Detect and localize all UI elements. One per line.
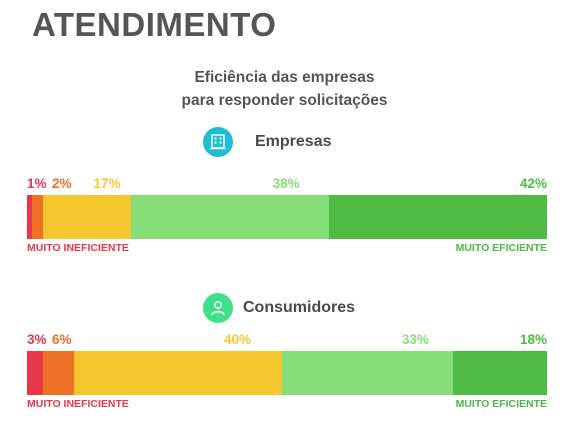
person-icon [203, 293, 233, 323]
bar-segment-4 [131, 195, 330, 239]
pct-label-2: 2% [52, 176, 72, 191]
page-title: ATENDIMENTO [32, 6, 277, 43]
pct-label-5: 42% [520, 176, 548, 191]
building-icon [203, 127, 233, 157]
bar-track [27, 351, 547, 395]
pct-label-4: 38% [272, 176, 300, 191]
bar-segment-2 [42, 351, 75, 395]
subtitle-line-1: Eficiência das empresas [194, 69, 375, 86]
pct-label-2: 6% [52, 332, 72, 347]
bar-segment-5 [328, 195, 547, 239]
bar-track [27, 195, 547, 239]
subtitle-line-2: para responder solicitações [181, 92, 388, 109]
bar-segment-1 [27, 351, 44, 395]
end-label-left: MUITO INEFICIENTE [27, 242, 129, 254]
bar-segment-3 [73, 351, 283, 395]
bar-segment-3 [42, 195, 132, 239]
bar-segment-5 [453, 351, 547, 395]
pct-label-3: 40% [224, 332, 252, 347]
chart-subtitle: Eficiência das empresas para responder s… [0, 66, 569, 112]
bar-segment-4 [281, 351, 454, 395]
person-icon-svg [211, 301, 225, 316]
end-label-right: MUITO EFICIENTE [455, 242, 547, 254]
section-title-empresas: Empresas [255, 133, 332, 150]
pct-label-3: 17% [93, 176, 121, 191]
pct-label-5: 18% [520, 332, 548, 347]
pct-label-4: 33% [401, 332, 429, 347]
section-header-consumidores: Consumidores [203, 293, 355, 323]
end-label-left: MUITO INEFICIENTE [27, 398, 129, 410]
pct-label-1: 1% [27, 176, 47, 191]
bar-segment-1 [27, 195, 33, 239]
end-label-right: MUITO EFICIENTE [455, 398, 547, 410]
pct-label-1: 3% [27, 332, 47, 347]
section-title-consumidores: Consumidores [243, 299, 356, 316]
section-header-empresas: Empresas [203, 127, 332, 157]
building-icon-svg [210, 134, 226, 150]
stacked-bar-empresas: 1% 2% 17% 38% 42% MUITO INEFICIENTE MUITO EFIC… [27, 176, 547, 256]
bar-segment-2 [32, 195, 44, 239]
stacked-bar-consumidores: 3% 6% 40% 33% 18% MUITO INEFICIENTE MUITO EFIC… [27, 332, 547, 412]
